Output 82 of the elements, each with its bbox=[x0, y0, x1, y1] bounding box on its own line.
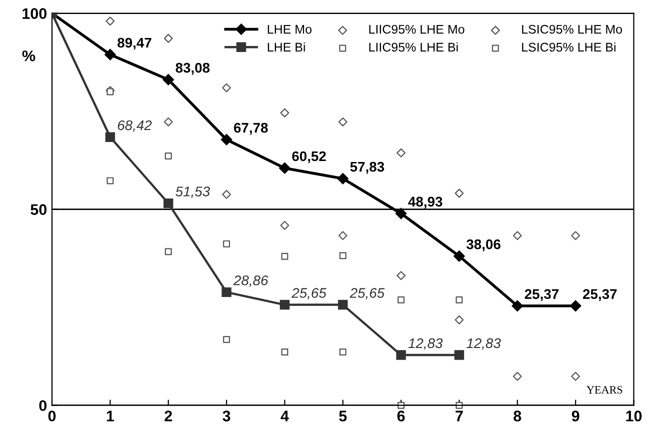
point bbox=[570, 300, 582, 312]
point bbox=[106, 16, 115, 26]
x-tick-label: 3 bbox=[222, 410, 230, 422]
legend-label: LSIC95% LHE Mo bbox=[522, 24, 622, 34]
point bbox=[454, 315, 464, 324]
data-label: 57,83 bbox=[350, 162, 384, 174]
x-tick-label: 8 bbox=[514, 410, 522, 422]
point bbox=[512, 372, 522, 381]
point bbox=[456, 296, 463, 304]
point bbox=[339, 348, 346, 356]
point bbox=[280, 220, 290, 230]
point bbox=[512, 300, 524, 312]
point bbox=[571, 231, 580, 240]
point bbox=[454, 350, 464, 360]
data-label: 25,37 bbox=[524, 289, 558, 301]
x-tick-label: 2 bbox=[164, 410, 172, 422]
data-label: 12,83 bbox=[466, 338, 501, 350]
data-label: 48,93 bbox=[408, 196, 442, 209]
point bbox=[162, 74, 174, 86]
point bbox=[223, 240, 230, 248]
point bbox=[106, 177, 114, 184]
data-label: 25,65 bbox=[350, 288, 385, 300]
point bbox=[105, 132, 116, 142]
point bbox=[338, 117, 348, 126]
point bbox=[396, 271, 406, 280]
y-tick-label: 50 bbox=[30, 204, 47, 216]
point bbox=[338, 300, 348, 310]
point bbox=[164, 248, 172, 256]
point bbox=[223, 336, 230, 343]
point bbox=[222, 83, 232, 92]
data-label: 67,78 bbox=[234, 122, 268, 135]
y-tick-label: 100 bbox=[22, 8, 47, 19]
point bbox=[281, 252, 288, 260]
point bbox=[222, 190, 232, 199]
point bbox=[281, 348, 288, 356]
point bbox=[454, 250, 465, 262]
x-tick-label: 5 bbox=[339, 410, 347, 422]
point bbox=[279, 162, 290, 174]
data-label: 51,53 bbox=[176, 186, 210, 198]
point bbox=[396, 148, 406, 158]
point bbox=[280, 300, 290, 310]
y-axis-title: % bbox=[22, 50, 36, 62]
point bbox=[454, 188, 464, 198]
point bbox=[164, 117, 173, 126]
x-tick-label: 4 bbox=[280, 410, 289, 422]
point bbox=[163, 198, 174, 208]
point bbox=[338, 231, 348, 240]
point bbox=[222, 287, 232, 298]
point bbox=[571, 372, 580, 381]
point bbox=[164, 34, 173, 43]
data-label: 83,08 bbox=[176, 62, 210, 75]
point bbox=[398, 296, 405, 304]
data-label: 12,83 bbox=[408, 338, 443, 350]
y-tick-label: 0 bbox=[39, 400, 47, 412]
x-tick-label: 0 bbox=[48, 410, 56, 422]
data-label: 89,47 bbox=[118, 38, 152, 50]
point bbox=[396, 350, 406, 360]
data-label: 25,65 bbox=[292, 288, 326, 300]
legend-label: LHE Mo bbox=[268, 25, 312, 34]
point bbox=[339, 252, 346, 260]
point bbox=[280, 108, 290, 118]
legend-label: LIIC95% LHE Mo bbox=[369, 24, 464, 34]
legend-label: LHE Bi bbox=[268, 42, 305, 52]
x-tick-label: 7 bbox=[456, 410, 463, 422]
x-axis-title: YEARS bbox=[586, 386, 622, 394]
point bbox=[337, 173, 348, 184]
data-label: 60,52 bbox=[292, 151, 326, 164]
x-tick-label: 6 bbox=[397, 410, 405, 422]
point bbox=[164, 152, 172, 160]
data-label: 28,86 bbox=[233, 275, 268, 287]
point bbox=[220, 134, 232, 146]
x-tick-label: 9 bbox=[572, 410, 580, 422]
x-tick-label: 10 bbox=[626, 410, 642, 422]
legend-label: LSIC95% LHE Bi bbox=[522, 42, 616, 52]
point bbox=[104, 48, 116, 60]
point bbox=[395, 208, 407, 220]
x-tick-label: 1 bbox=[106, 410, 114, 422]
data-label: 25,37 bbox=[583, 289, 617, 301]
legend-label: LIIC95% LHE Bi bbox=[369, 42, 458, 52]
point bbox=[512, 231, 522, 240]
data-label: 68,42 bbox=[118, 120, 152, 132]
data-label: 38,06 bbox=[466, 239, 500, 252]
